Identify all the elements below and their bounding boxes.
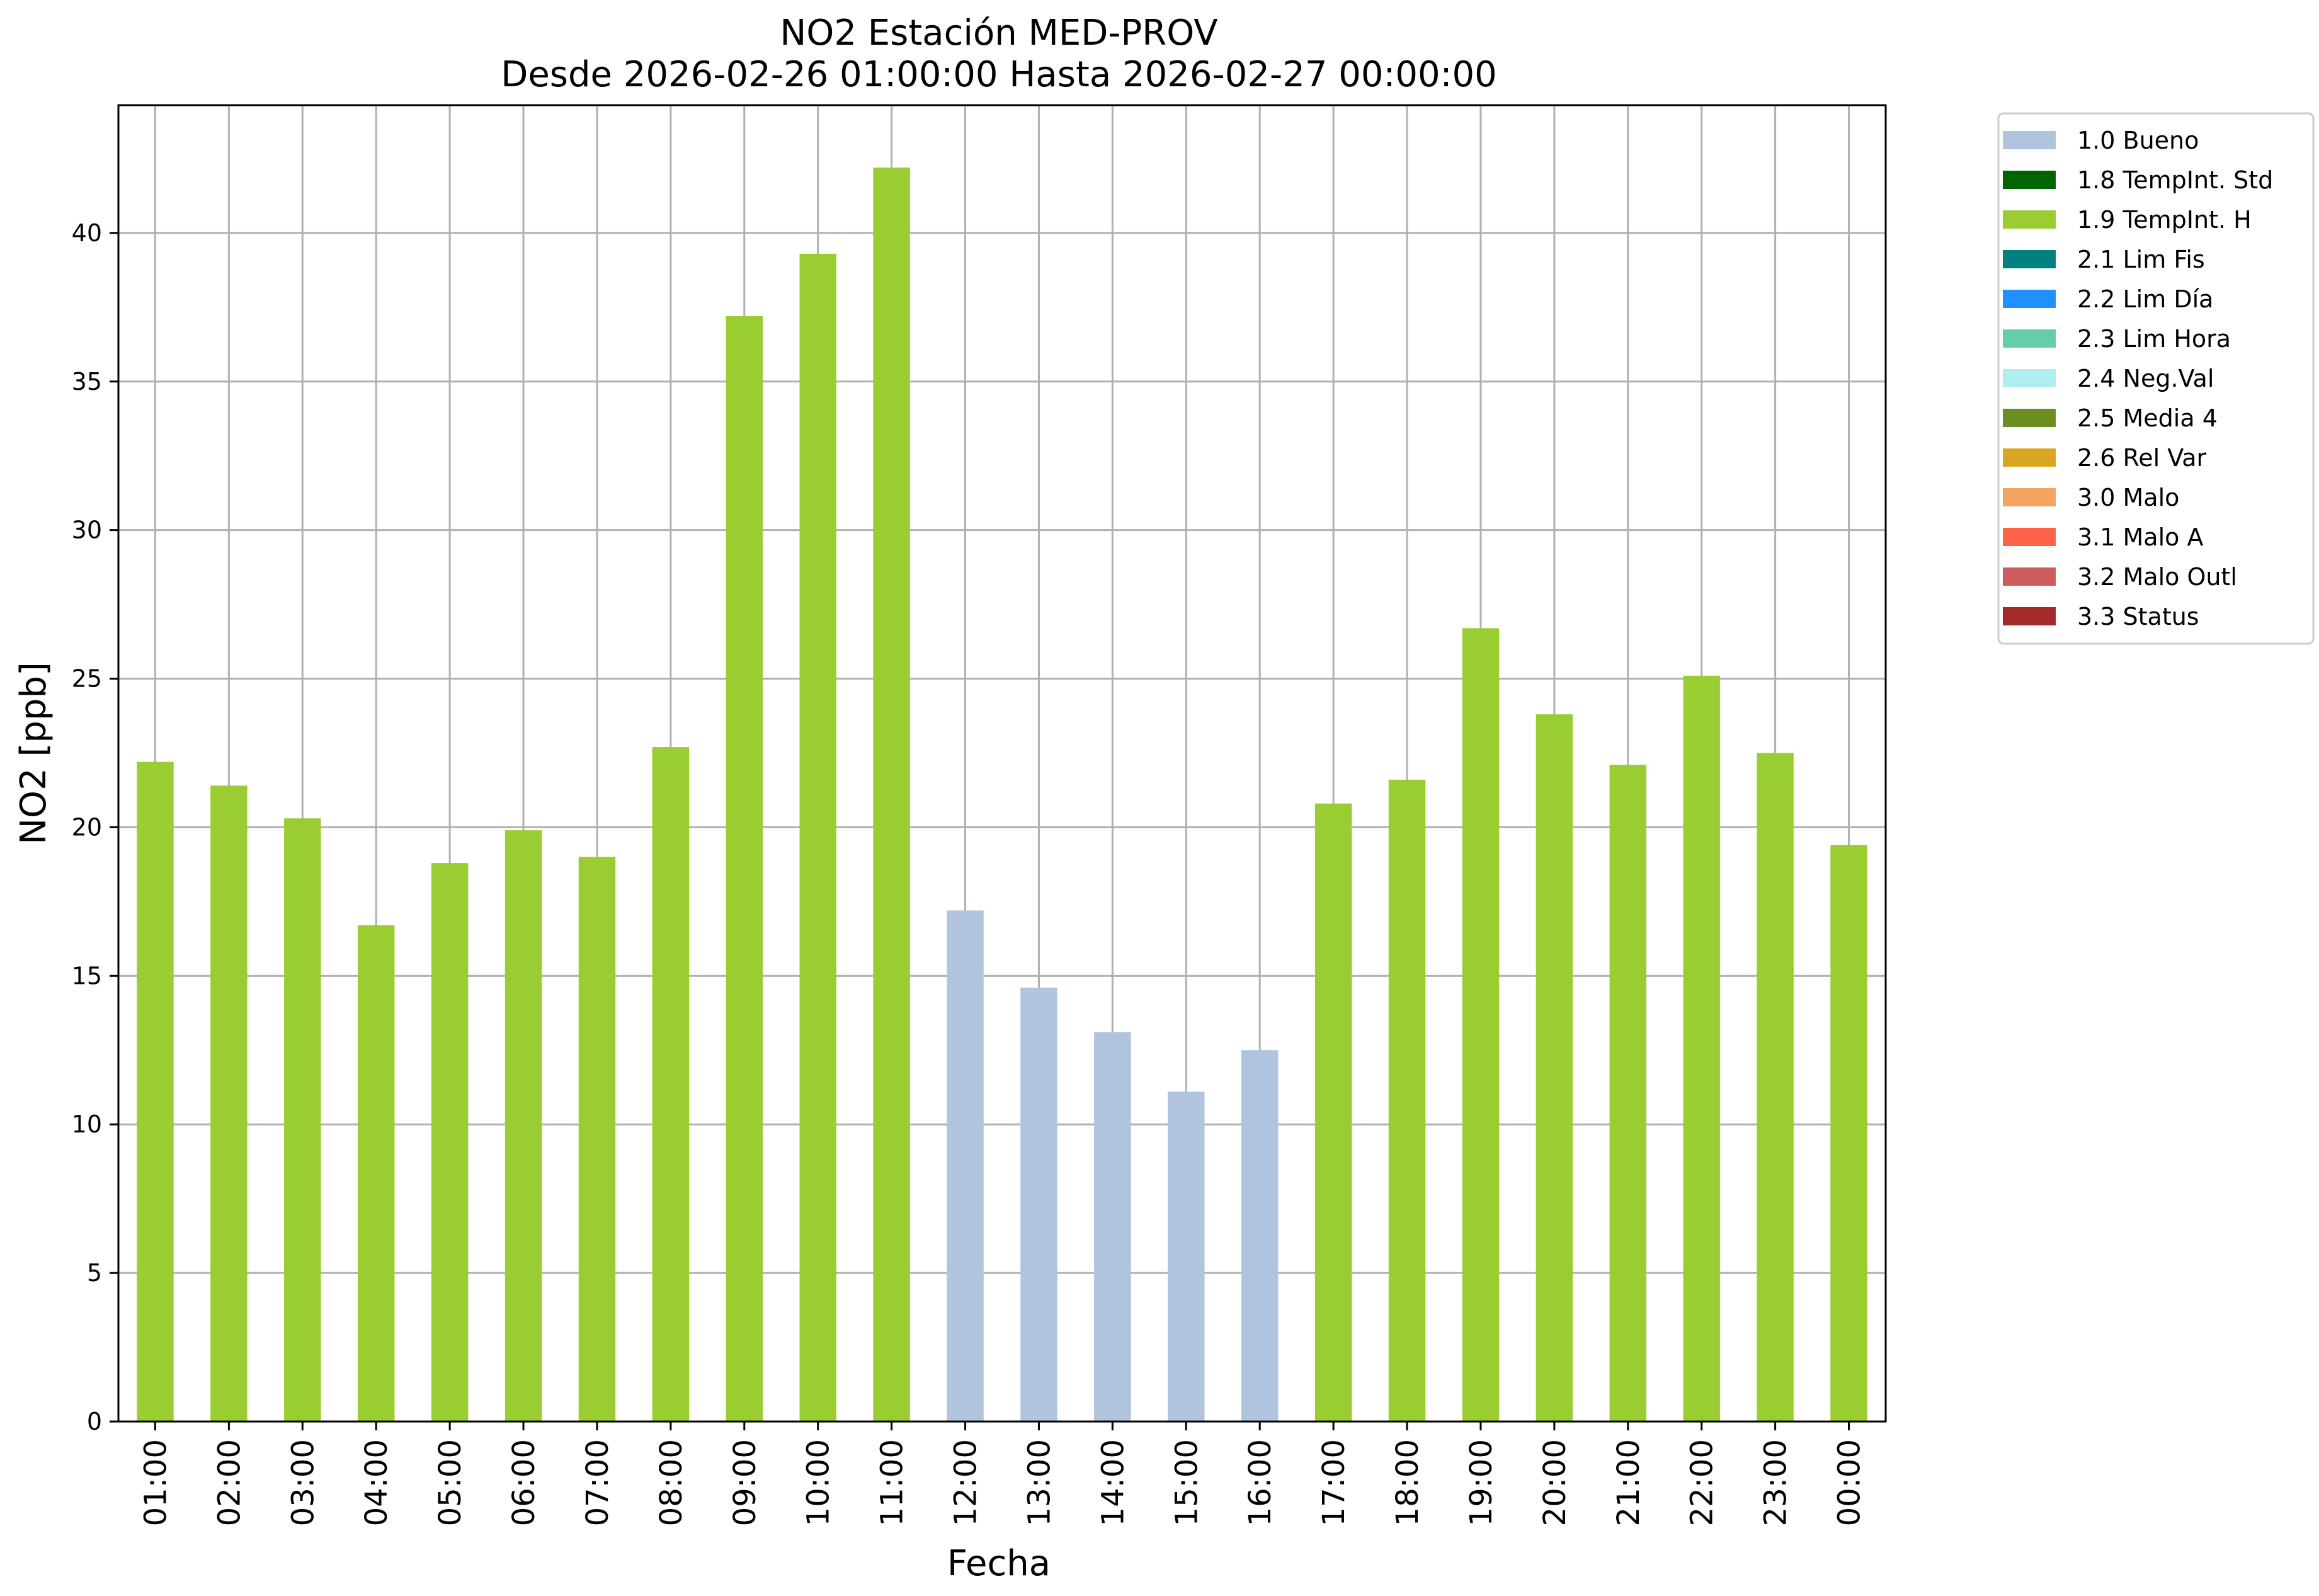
legend-items: 1.0 Bueno 1.8 TempInt. Std 1.9 TempInt. H 2… — [2003, 127, 2273, 630]
legend: 1.0 Bueno 1.8 TempInt. Std 1.9 TempInt. H 2… — [1997, 112, 2315, 645]
x-tick-label: 11:00 — [875, 1439, 910, 1526]
bar-01:00 — [137, 761, 174, 1422]
legend-swatch — [2003, 528, 2056, 546]
bar-03:00 — [284, 818, 321, 1422]
bar-23:00 — [1757, 753, 1794, 1422]
bar-19:00 — [1462, 628, 1500, 1422]
legend-label: 1.9 TempInt. H — [2077, 206, 2252, 234]
plot-frame — [117, 104, 1887, 1423]
bar-17:00 — [1314, 803, 1352, 1422]
legend-swatch — [2003, 290, 2056, 308]
bar-21:00 — [1609, 765, 1647, 1422]
bar-06:00 — [504, 830, 542, 1422]
bar-14:00 — [1094, 1032, 1131, 1422]
bar-18:00 — [1388, 779, 1426, 1422]
x-tick-label: 13:00 — [1022, 1439, 1057, 1526]
x-tick-label: 06:00 — [506, 1439, 542, 1526]
chart-subtitle: Desde 2026-02-26 01:00:00 Hasta 2026-02-… — [501, 54, 1497, 95]
y-tick-label: 30 — [72, 516, 102, 544]
x-tick-label: 20:00 — [1537, 1439, 1573, 1526]
legend-frame — [1997, 112, 2315, 645]
legend-label: 1.8 TempInt. Std — [2077, 166, 2273, 194]
legend-label: 2.4 Neg.Val — [2077, 365, 2214, 392]
legend-label: 1.0 Bueno — [2077, 127, 2199, 154]
bar-05:00 — [431, 863, 469, 1422]
x-tick-label: 14:00 — [1095, 1439, 1131, 1526]
bar-09:00 — [726, 316, 763, 1422]
x-tick-label: 09:00 — [727, 1439, 763, 1526]
legend-swatch — [2003, 329, 2056, 348]
y-tick-label: 10 — [72, 1110, 102, 1138]
legend-swatch — [2003, 250, 2056, 268]
bar-22:00 — [1683, 675, 1720, 1422]
x-axis-label: Fecha — [947, 1543, 1051, 1584]
bar-10:00 — [799, 253, 836, 1422]
x-tick-label: 18:00 — [1390, 1439, 1425, 1526]
bar-12:00 — [947, 910, 984, 1422]
legend-swatch — [2003, 448, 2056, 467]
chart-title: NO2 Estación MED-PROV — [780, 13, 1217, 54]
bar-07:00 — [578, 857, 616, 1422]
legend-label: 2.3 Lim Hora — [2077, 325, 2231, 353]
x-tick-label: 02:00 — [212, 1439, 247, 1526]
legend-label: 2.6 Rel Var — [2077, 444, 2207, 472]
bar-20:00 — [1536, 714, 1573, 1422]
bars-layer — [137, 168, 1867, 1422]
x-tick-label: 03:00 — [285, 1439, 321, 1526]
x-tick-label: 01:00 — [138, 1439, 173, 1526]
x-tick-label: 17:00 — [1316, 1439, 1352, 1526]
legend-label: 3.0 Malo — [2077, 484, 2179, 511]
bar-11:00 — [873, 168, 910, 1422]
bar-15:00 — [1168, 1092, 1205, 1422]
y-tick-label: 35 — [72, 368, 102, 396]
axes-layer — [117, 104, 1887, 1423]
legend-swatch — [2003, 210, 2056, 229]
legend-label: 2.1 Lim Fis — [2077, 246, 2205, 273]
y-axis-label: NO2 [ppb] — [13, 662, 54, 845]
x-tick-label: 16:00 — [1243, 1439, 1278, 1526]
y-tick-label: 25 — [72, 665, 102, 693]
bar-02:00 — [210, 785, 248, 1422]
y-tick-label: 5 — [87, 1259, 102, 1287]
legend-label: 3.3 Status — [2077, 603, 2199, 630]
bar-13:00 — [1020, 988, 1057, 1422]
bar-16:00 — [1241, 1050, 1279, 1422]
x-tick-label: 15:00 — [1169, 1439, 1204, 1526]
x-tick-label: 00:00 — [1832, 1439, 1867, 1526]
legend-swatch — [2003, 409, 2056, 427]
legend-swatch — [2003, 488, 2056, 506]
x-tick-label: 07:00 — [580, 1439, 615, 1526]
bar-08:00 — [652, 747, 690, 1422]
x-tick-label: 22:00 — [1685, 1439, 1720, 1526]
x-tick-label: 08:00 — [654, 1439, 689, 1526]
x-tick-label: 05:00 — [433, 1439, 468, 1526]
y-tick-label: 0 — [87, 1408, 102, 1435]
legend-swatch — [2003, 607, 2056, 625]
legend-label: 3.2 Malo Outl — [2077, 563, 2237, 591]
legend-swatch — [2003, 171, 2056, 189]
y-tick-label: 15 — [72, 962, 102, 989]
x-tick-label: 19:00 — [1464, 1439, 1499, 1526]
bar-00:00 — [1830, 845, 1867, 1422]
bar-04:00 — [357, 925, 395, 1422]
legend-swatch — [2003, 131, 2056, 149]
x-axis-ticks: 01:00 02:00 03:00 04:00 05:00 06:00 07:00 08:00… — [138, 1422, 1867, 1526]
x-tick-label: 23:00 — [1758, 1439, 1794, 1526]
legend-swatch — [2003, 567, 2056, 586]
x-tick-label: 21:00 — [1611, 1439, 1646, 1526]
legend-label: 2.2 Lim Día — [2077, 285, 2213, 313]
x-tick-label: 12:00 — [949, 1439, 984, 1526]
legend-label: 2.5 Media 4 — [2077, 404, 2218, 432]
legend-swatch — [2003, 369, 2056, 387]
y-tick-label: 20 — [72, 813, 102, 841]
x-tick-label: 04:00 — [359, 1439, 394, 1526]
legend-label: 3.1 Malo A — [2077, 523, 2203, 551]
x-tick-label: 10:00 — [801, 1439, 836, 1526]
y-tick-label: 40 — [72, 219, 102, 247]
y-axis-ticks: 0 5 10 15 20 25 30 35 40 — [72, 219, 118, 1435]
